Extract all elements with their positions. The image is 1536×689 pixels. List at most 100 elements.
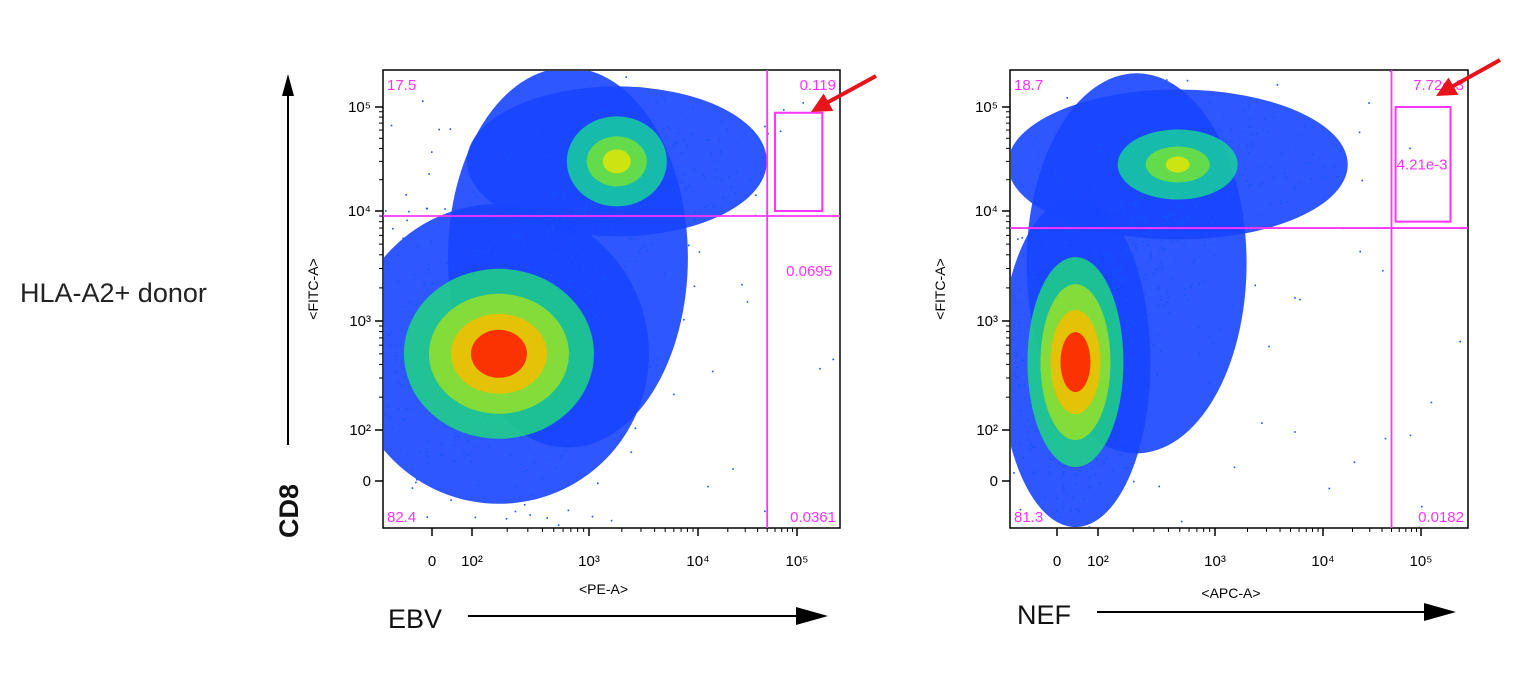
- event-dot: [1158, 252, 1161, 255]
- event-dot: [604, 363, 606, 366]
- event-dot: [1121, 306, 1123, 309]
- event-dot: [454, 436, 457, 439]
- event-dot: [546, 517, 548, 519]
- event-dot: [1108, 261, 1110, 264]
- event-dot: [1085, 537, 1087, 539]
- event-dot: [1280, 202, 1282, 205]
- event-dot: [1209, 243, 1212, 245]
- event-dot: [514, 510, 517, 513]
- event-dot: [538, 268, 540, 270]
- event-dot: [1061, 465, 1063, 467]
- event-dot: [1116, 143, 1118, 145]
- event-dot: [1150, 229, 1153, 231]
- event-dot: [1163, 248, 1165, 251]
- event-dot: [1095, 249, 1098, 251]
- event-dot: [429, 412, 432, 414]
- event-dot: [403, 385, 406, 387]
- event-dot: [1115, 268, 1117, 271]
- event-dot: [1257, 165, 1260, 168]
- event-dot: [441, 442, 443, 445]
- event-dot: [567, 237, 570, 240]
- event-dot: [1127, 134, 1130, 136]
- event-dot: [598, 227, 601, 229]
- event-dot: [567, 128, 570, 130]
- event-dot: [1031, 283, 1034, 285]
- event-dot: [639, 385, 641, 387]
- event-dot: [566, 273, 568, 276]
- event-dot: [396, 355, 399, 357]
- event-dot: [1152, 343, 1155, 346]
- event-dot: [1209, 101, 1211, 103]
- event-dot: [579, 295, 582, 297]
- event-dot: [683, 138, 685, 141]
- event-dot: [1081, 104, 1083, 106]
- y-tick-label: 0: [990, 473, 998, 490]
- event-dot: [669, 177, 671, 179]
- event-dot: [1044, 174, 1046, 177]
- event-dot: [562, 218, 564, 220]
- event-dot: [1284, 172, 1286, 174]
- event-dot: [537, 134, 540, 137]
- event-dot: [1149, 253, 1152, 256]
- event-dot: [1382, 269, 1384, 272]
- event-dot: [483, 495, 485, 498]
- event-dot: [1107, 284, 1109, 287]
- event-dot: [397, 254, 399, 257]
- event-dot: [1136, 266, 1139, 269]
- event-dot: [1148, 239, 1150, 242]
- event-dot: [1184, 287, 1186, 290]
- event-dot: [1135, 248, 1138, 251]
- event-dot: [474, 516, 477, 519]
- event-dot: [550, 209, 552, 212]
- event-dot: [536, 273, 539, 275]
- event-dot: [1096, 100, 1099, 103]
- event-dot: [1121, 256, 1123, 259]
- event-dot: [389, 415, 391, 418]
- event-dot: [720, 178, 723, 181]
- cd8-label: CD8: [274, 484, 304, 538]
- event-dot: [1063, 471, 1065, 473]
- event-dot: [556, 217, 559, 220]
- event-dot: [457, 435, 459, 438]
- event-dot: [746, 194, 748, 197]
- y-tick-label: 10²: [976, 422, 998, 439]
- event-dot: [544, 275, 547, 277]
- event-dot: [1389, 71, 1392, 72]
- event-dot: [592, 397, 595, 399]
- event-dot: [1138, 336, 1141, 338]
- event-dot: [1145, 390, 1148, 392]
- event-dot: [1075, 174, 1077, 177]
- event-dot: [560, 421, 562, 423]
- event-dot: [568, 286, 571, 288]
- event-dot: [619, 213, 622, 216]
- event-dot: [609, 384, 612, 386]
- event-dot: [1134, 261, 1136, 263]
- event-dot: [1241, 173, 1243, 176]
- red-arrow-line: [1445, 58, 1501, 92]
- event-dot: [575, 247, 578, 250]
- event-dot: [1148, 231, 1150, 234]
- event-dot: [426, 207, 428, 210]
- event-dot: [1134, 202, 1137, 204]
- event-dot: [1339, 150, 1342, 152]
- event-dot: [1094, 188, 1096, 190]
- event-dot: [533, 461, 535, 464]
- event-dot: [1130, 363, 1133, 365]
- event-dot: [1143, 278, 1145, 280]
- event-dot: [1130, 129, 1132, 131]
- event-dot: [1183, 221, 1186, 224]
- event-dot: [1268, 345, 1270, 348]
- event-dot: [587, 199, 589, 202]
- event-dot: [1131, 320, 1133, 322]
- event-dot: [1105, 457, 1108, 459]
- event-dot: [450, 499, 452, 501]
- event-dot: [422, 100, 424, 102]
- event-dot: [514, 485, 517, 487]
- event-dot: [424, 283, 427, 286]
- event-dot: [1133, 480, 1135, 483]
- event-dot: [1155, 231, 1158, 233]
- event-dot: [732, 468, 734, 470]
- event-dot: [384, 212, 385, 215]
- event-dot: [1160, 298, 1162, 301]
- event-dot: [1166, 79, 1168, 81]
